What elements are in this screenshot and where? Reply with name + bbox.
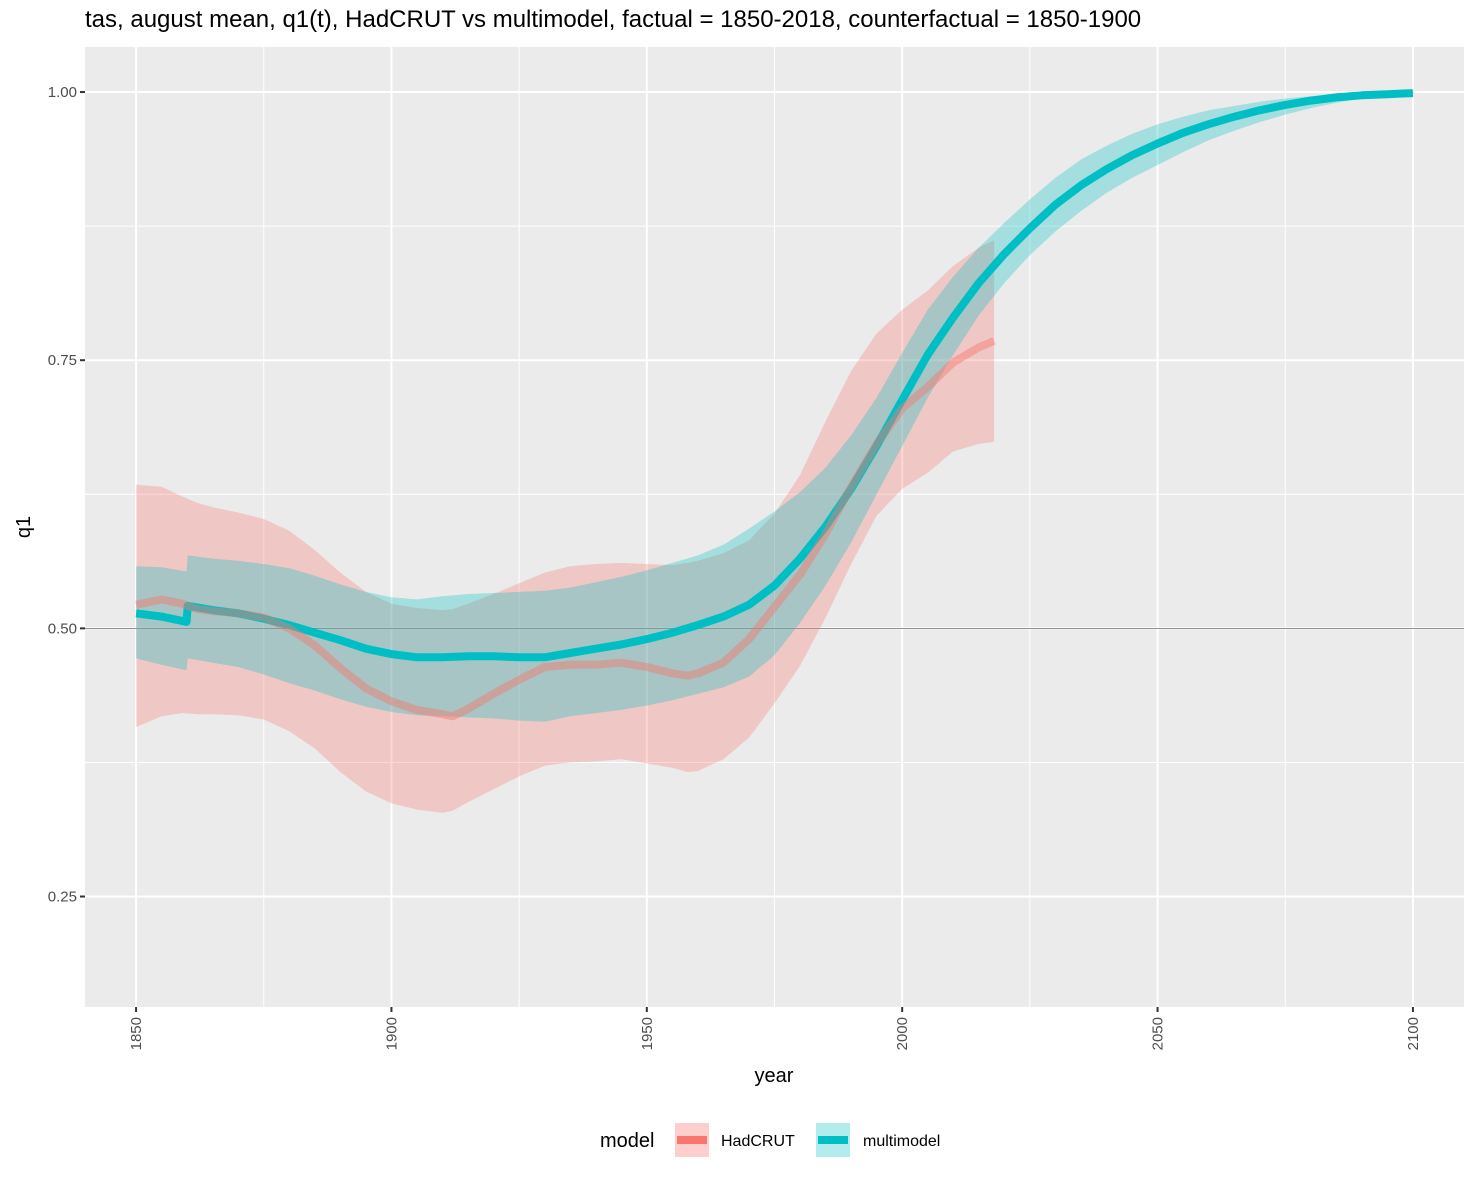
x-tick-label: 2000 — [894, 1017, 911, 1050]
line-layer — [135, 89, 1414, 721]
y-axis: 0.25 0.50 0.75 1.00 — [48, 84, 85, 906]
legend-label-hadcrut: HadCRUT — [721, 1133, 795, 1150]
ribbon-hadcrut — [136, 240, 995, 813]
line-hadcrut — [135, 337, 996, 721]
legend-item-multimodel: multimodel — [816, 1123, 940, 1157]
x-tick-label: 2100 — [1405, 1017, 1422, 1050]
line-multimodel — [135, 89, 1414, 662]
legend-item-hadcrut: HadCRUT — [675, 1123, 795, 1157]
x-axis: 1850 1900 1950 2000 2050 2100 — [128, 1007, 1422, 1050]
y-tick-label: 1.00 — [48, 84, 77, 101]
legend-title: model — [600, 1130, 654, 1152]
x-tick-label: 1850 — [128, 1017, 145, 1050]
y-axis-title: q1 — [13, 516, 35, 538]
y-tick-label: 0.25 — [48, 889, 77, 906]
legend-label-multimodel: multimodel — [863, 1133, 940, 1150]
ribbon-layer — [136, 92, 1413, 813]
ribbon-multimodel — [136, 92, 1413, 722]
legend: model HadCRUT multimodel — [600, 1123, 940, 1157]
grid-minor — [85, 47, 1464, 1007]
x-tick-label: 1950 — [639, 1017, 656, 1050]
chart-title: tas, august mean, q1(t), HadCRUT vs mult… — [85, 6, 1142, 33]
x-tick-label: 2050 — [1150, 1017, 1167, 1050]
y-tick-label: 0.75 — [48, 352, 77, 369]
x-axis-title: year — [755, 1065, 794, 1087]
x-tick-label: 1900 — [383, 1017, 400, 1050]
y-tick-label: 0.50 — [48, 620, 77, 637]
